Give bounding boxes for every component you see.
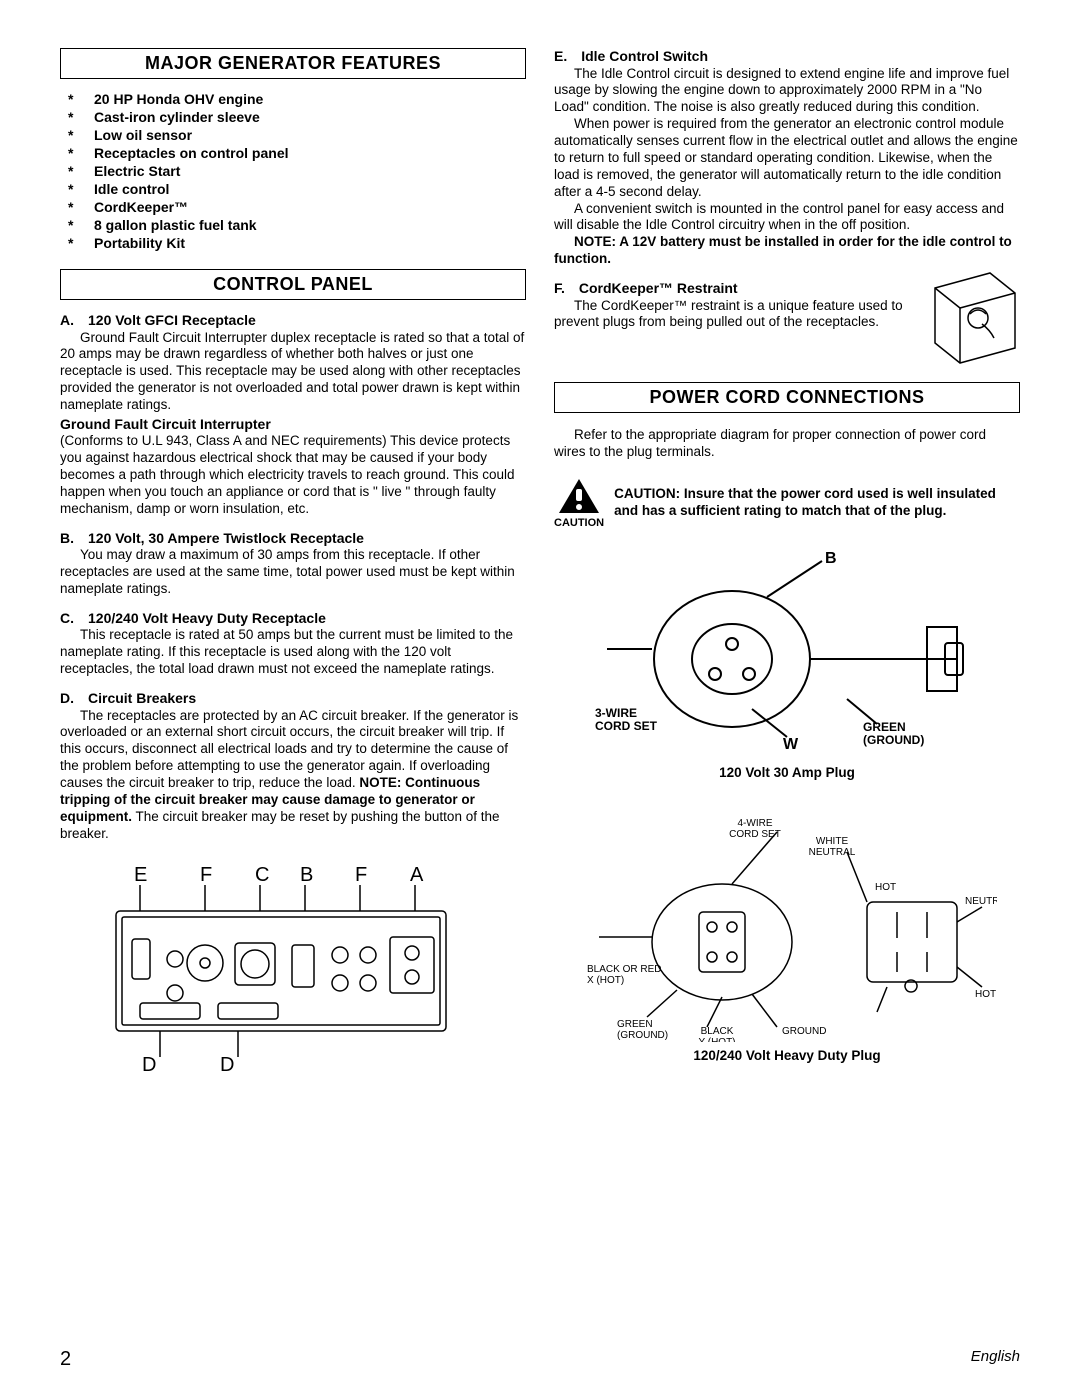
right-column: E. Idle Control Switch The Idle Control … xyxy=(554,48,1020,1076)
list-item: Electric Start xyxy=(94,163,526,179)
subhead-b: B. 120 Volt, 30 Ampere Twistlock Recepta… xyxy=(60,530,526,548)
list-item: CordKeeper™ xyxy=(94,199,526,215)
svg-text:GROUND: GROUND xyxy=(782,1026,826,1037)
svg-text:BLACKY (HOT): BLACKY (HOT) xyxy=(698,1026,735,1042)
para-a2: (Conforms to U.L 943, Class A and NEC re… xyxy=(60,433,526,517)
subhead-e: E. Idle Control Switch xyxy=(554,48,1020,66)
svg-text:HOT: HOT xyxy=(975,989,996,1000)
para-a1: Ground Fault Circuit Interrupter duplex … xyxy=(60,330,526,414)
caption-fig2: 120/240 Volt Heavy Duty Plug xyxy=(554,1048,1020,1065)
footer: 2 English xyxy=(0,1348,1080,1371)
para-b1: You may draw a maximum of 30 amps from t… xyxy=(60,547,526,598)
fig-120-240v: 4-WIRECORD SET WHITENEUTRAL HOT NEUTRAL … xyxy=(577,812,997,1042)
svg-text:WHITENEUTRAL: WHITENEUTRAL xyxy=(809,836,856,858)
caution-text: CAUTION: Insure that the power cord used… xyxy=(614,486,1020,520)
svg-text:F: F xyxy=(355,864,367,886)
subhead-f: F. CordKeeper™ Restraint xyxy=(554,280,910,298)
svg-text:3-WIRECORD SET: 3-WIRECORD SET xyxy=(595,706,658,733)
cordkeeper-icon xyxy=(920,268,1020,364)
para-c1: This receptacle is rated at 50 amps but … xyxy=(60,627,526,678)
list-item: Low oil sensor xyxy=(94,127,526,143)
left-column: MAJOR GENERATOR FEATURES 20 HP Honda OHV… xyxy=(60,48,526,1076)
language-label: English xyxy=(971,1348,1020,1371)
para-e2: When power is required from the generato… xyxy=(554,116,1020,200)
caption-fig1: 120 Volt 30 Amp Plug xyxy=(554,765,1020,782)
control-panel-diagram: E F C B F A D D xyxy=(60,863,490,1073)
note-e: NOTE: A 12V battery must be installed in… xyxy=(554,234,1020,268)
list-item: Idle control xyxy=(94,181,526,197)
header-power-cord: POWER CORD CONNECTIONS xyxy=(554,382,1020,413)
para-pc-intro: Refer to the appropriate diagram for pro… xyxy=(554,427,1020,461)
svg-text:W: W xyxy=(783,736,799,753)
para-e3: A convenient switch is mounted in the co… xyxy=(554,201,1020,235)
caution-block: CAUTION CAUTION: Insure that the power c… xyxy=(554,477,1020,529)
svg-text:HOT: HOT xyxy=(875,882,896,893)
svg-text:D: D xyxy=(220,1054,234,1073)
fig-120v-30a: B W 3-WIRECORD SET GREEN(GROUND) xyxy=(577,549,997,759)
list-item: Receptacles on control panel xyxy=(94,145,526,161)
svg-text:GREEN(GROUND): GREEN(GROUND) xyxy=(617,1019,668,1041)
svg-text:NEUTRAL: NEUTRAL xyxy=(965,896,997,907)
caution-icon: CAUTION xyxy=(554,477,604,529)
svg-text:F: F xyxy=(200,864,212,886)
svg-text:E: E xyxy=(134,864,147,886)
page-number: 2 xyxy=(60,1348,71,1371)
subhead-gfci: Ground Fault Circuit Interrupter xyxy=(60,416,526,434)
subhead-a: A. 120 Volt GFCI Receptacle xyxy=(60,312,526,330)
svg-text:C: C xyxy=(255,864,269,886)
header-control-panel: CONTROL PANEL xyxy=(60,269,526,300)
svg-text:D: D xyxy=(142,1054,156,1073)
list-item: 8 gallon plastic fuel tank xyxy=(94,217,526,233)
svg-text:BLACK OR REDX (HOT): BLACK OR REDX (HOT) xyxy=(587,964,661,986)
subhead-c: C. 120/240 Volt Heavy Duty Receptacle xyxy=(60,610,526,628)
header-major-features: MAJOR GENERATOR FEATURES xyxy=(60,48,526,79)
svg-text:B: B xyxy=(300,864,313,886)
para-d1: The receptacles are protected by an AC c… xyxy=(60,708,526,843)
svg-text:B: B xyxy=(825,550,837,567)
svg-text:A: A xyxy=(410,864,424,886)
svg-text:4-WIRECORD SET: 4-WIRECORD SET xyxy=(729,818,781,840)
subhead-d: D. Circuit Breakers xyxy=(60,690,526,708)
list-item: Cast-iron cylinder sleeve xyxy=(94,109,526,125)
para-f1: The CordKeeper™ restraint is a unique fe… xyxy=(554,298,910,332)
svg-text:GREEN(GROUND): GREEN(GROUND) xyxy=(863,720,924,747)
para-e1: The Idle Control circuit is designed to … xyxy=(554,66,1020,117)
feature-list: 20 HP Honda OHV engine Cast-iron cylinde… xyxy=(60,91,526,251)
list-item: 20 HP Honda OHV engine xyxy=(94,91,526,107)
list-item: Portability Kit xyxy=(94,235,526,251)
